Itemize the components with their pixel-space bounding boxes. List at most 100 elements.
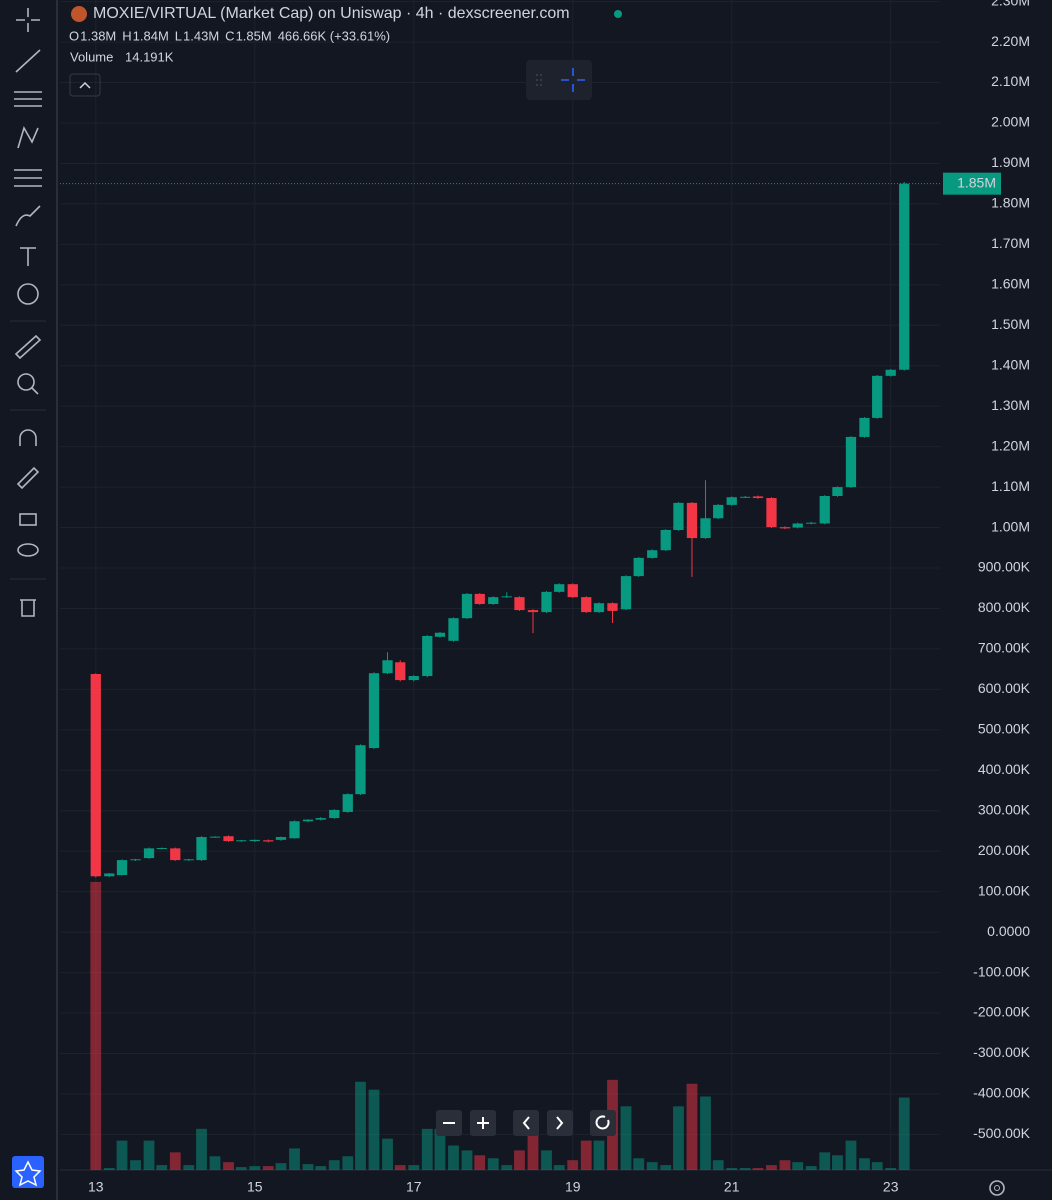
readout-change: 466.66K (+33.61%) xyxy=(278,28,390,43)
candle-body xyxy=(660,529,671,551)
candle-body xyxy=(819,495,830,524)
volume-bar xyxy=(620,1106,632,1170)
fib-tool[interactable] xyxy=(14,91,42,107)
candle-body xyxy=(263,840,274,842)
candle-body xyxy=(700,518,711,539)
volume-readout: 14.191K xyxy=(125,49,174,64)
y-tick-label: -200.00K xyxy=(973,1004,1030,1020)
volume-bar xyxy=(739,1168,751,1170)
candle-body xyxy=(223,836,234,842)
volume-bar xyxy=(805,1166,817,1170)
candle-body xyxy=(209,836,221,838)
y-tick-label: 900.00K xyxy=(978,559,1031,575)
candle-body xyxy=(302,819,314,822)
zoom-out-button[interactable] xyxy=(436,1110,462,1136)
candle-body xyxy=(593,603,605,613)
lock-draw-tool[interactable] xyxy=(16,466,40,490)
y-tick-label: 1.60M xyxy=(991,276,1030,292)
volume-bar xyxy=(514,1150,525,1170)
y-tick-label: 2.00M xyxy=(991,114,1030,130)
candle-body xyxy=(686,502,698,539)
candle-body xyxy=(647,550,658,558)
token-logo xyxy=(71,6,87,22)
drag-handle[interactable] xyxy=(526,60,592,100)
readout-key: C xyxy=(225,28,234,43)
candle-body xyxy=(514,597,525,611)
x-tick-label: 15 xyxy=(247,1179,263,1195)
delete-tool[interactable] xyxy=(20,599,36,617)
settings-button[interactable] xyxy=(989,1180,1005,1196)
candle-body xyxy=(740,496,751,498)
y-tick-label: 2.10M xyxy=(991,73,1030,89)
volume-bar xyxy=(209,1156,221,1170)
last-price-label: 1.85M xyxy=(957,174,996,190)
y-tick-label: 1.80M xyxy=(991,195,1030,211)
y-tick-label: 300.00K xyxy=(978,801,1031,817)
volume-bar xyxy=(461,1150,473,1170)
candle-body xyxy=(899,183,910,370)
zoom-tool[interactable] xyxy=(17,373,39,395)
collapse-button[interactable] xyxy=(69,73,101,97)
status-dot xyxy=(614,10,622,18)
candle-body xyxy=(395,662,406,681)
hide-tool[interactable] xyxy=(17,543,39,557)
candle-body xyxy=(554,584,565,592)
candle-body xyxy=(355,745,366,795)
y-tick-label: 1.50M xyxy=(991,316,1030,332)
volume-bar xyxy=(871,1162,883,1170)
y-tick-label: 2.30M xyxy=(991,0,1030,8)
ruler-tool[interactable] xyxy=(14,334,42,360)
zoom-in-button[interactable] xyxy=(470,1110,496,1136)
candle-body xyxy=(620,576,632,610)
y-tick-label: 200.00K xyxy=(978,842,1031,858)
volume-bar xyxy=(580,1140,592,1170)
y-tick-label: 700.00K xyxy=(978,640,1031,656)
pattern-tool[interactable] xyxy=(17,125,39,149)
y-tick-label: 100.00K xyxy=(978,882,1031,898)
candle-body xyxy=(156,847,167,849)
favorites-button[interactable] xyxy=(12,1156,44,1188)
reset-button[interactable] xyxy=(590,1110,616,1136)
candle-body xyxy=(501,596,512,598)
candle-body xyxy=(315,818,326,820)
volume-bar xyxy=(885,1168,897,1170)
candle-body xyxy=(792,523,803,528)
volume-bar xyxy=(779,1160,791,1170)
brush-tool[interactable] xyxy=(15,205,41,227)
candle-body xyxy=(633,557,644,577)
candle-body xyxy=(832,487,843,496)
forecast-tool[interactable] xyxy=(14,169,42,187)
magnet-tool[interactable] xyxy=(19,429,37,446)
candle-body xyxy=(541,591,552,613)
volume-bar xyxy=(408,1165,420,1170)
volume-bar xyxy=(646,1162,658,1170)
text-tool[interactable] xyxy=(20,247,36,266)
y-tick-label: 400.00K xyxy=(978,761,1031,777)
volume-bar xyxy=(832,1155,843,1170)
lock-tool[interactable] xyxy=(19,513,37,526)
candle-body xyxy=(329,809,340,819)
volume-bar xyxy=(633,1158,645,1170)
volume-bar xyxy=(553,1165,565,1170)
line-tool[interactable] xyxy=(15,49,41,73)
scroll-right-button[interactable] xyxy=(547,1110,573,1136)
volume-bar xyxy=(143,1140,155,1170)
volume-bar xyxy=(262,1166,274,1170)
volume-bar xyxy=(355,1081,366,1170)
candle-body xyxy=(845,436,857,488)
readout-key: H xyxy=(122,28,131,43)
volume-bar xyxy=(382,1138,393,1170)
crosshair-tool[interactable] xyxy=(16,8,40,32)
volume-bar xyxy=(501,1165,513,1170)
scroll-left-button[interactable] xyxy=(513,1110,539,1136)
emoji-tool[interactable] xyxy=(17,283,39,305)
volume-bar xyxy=(223,1162,234,1170)
readout: O 1.38M H 1.84M L 1.43M C 1.85M 466.66K (+33.61%… xyxy=(69,28,390,43)
volume-bar xyxy=(421,1128,433,1170)
candle-body xyxy=(116,860,128,876)
candle-body xyxy=(104,873,115,877)
volume-bar xyxy=(116,1140,128,1170)
y-tick-label: 500.00K xyxy=(978,721,1031,737)
candle-body xyxy=(779,527,791,529)
volume-bar xyxy=(90,881,102,1170)
